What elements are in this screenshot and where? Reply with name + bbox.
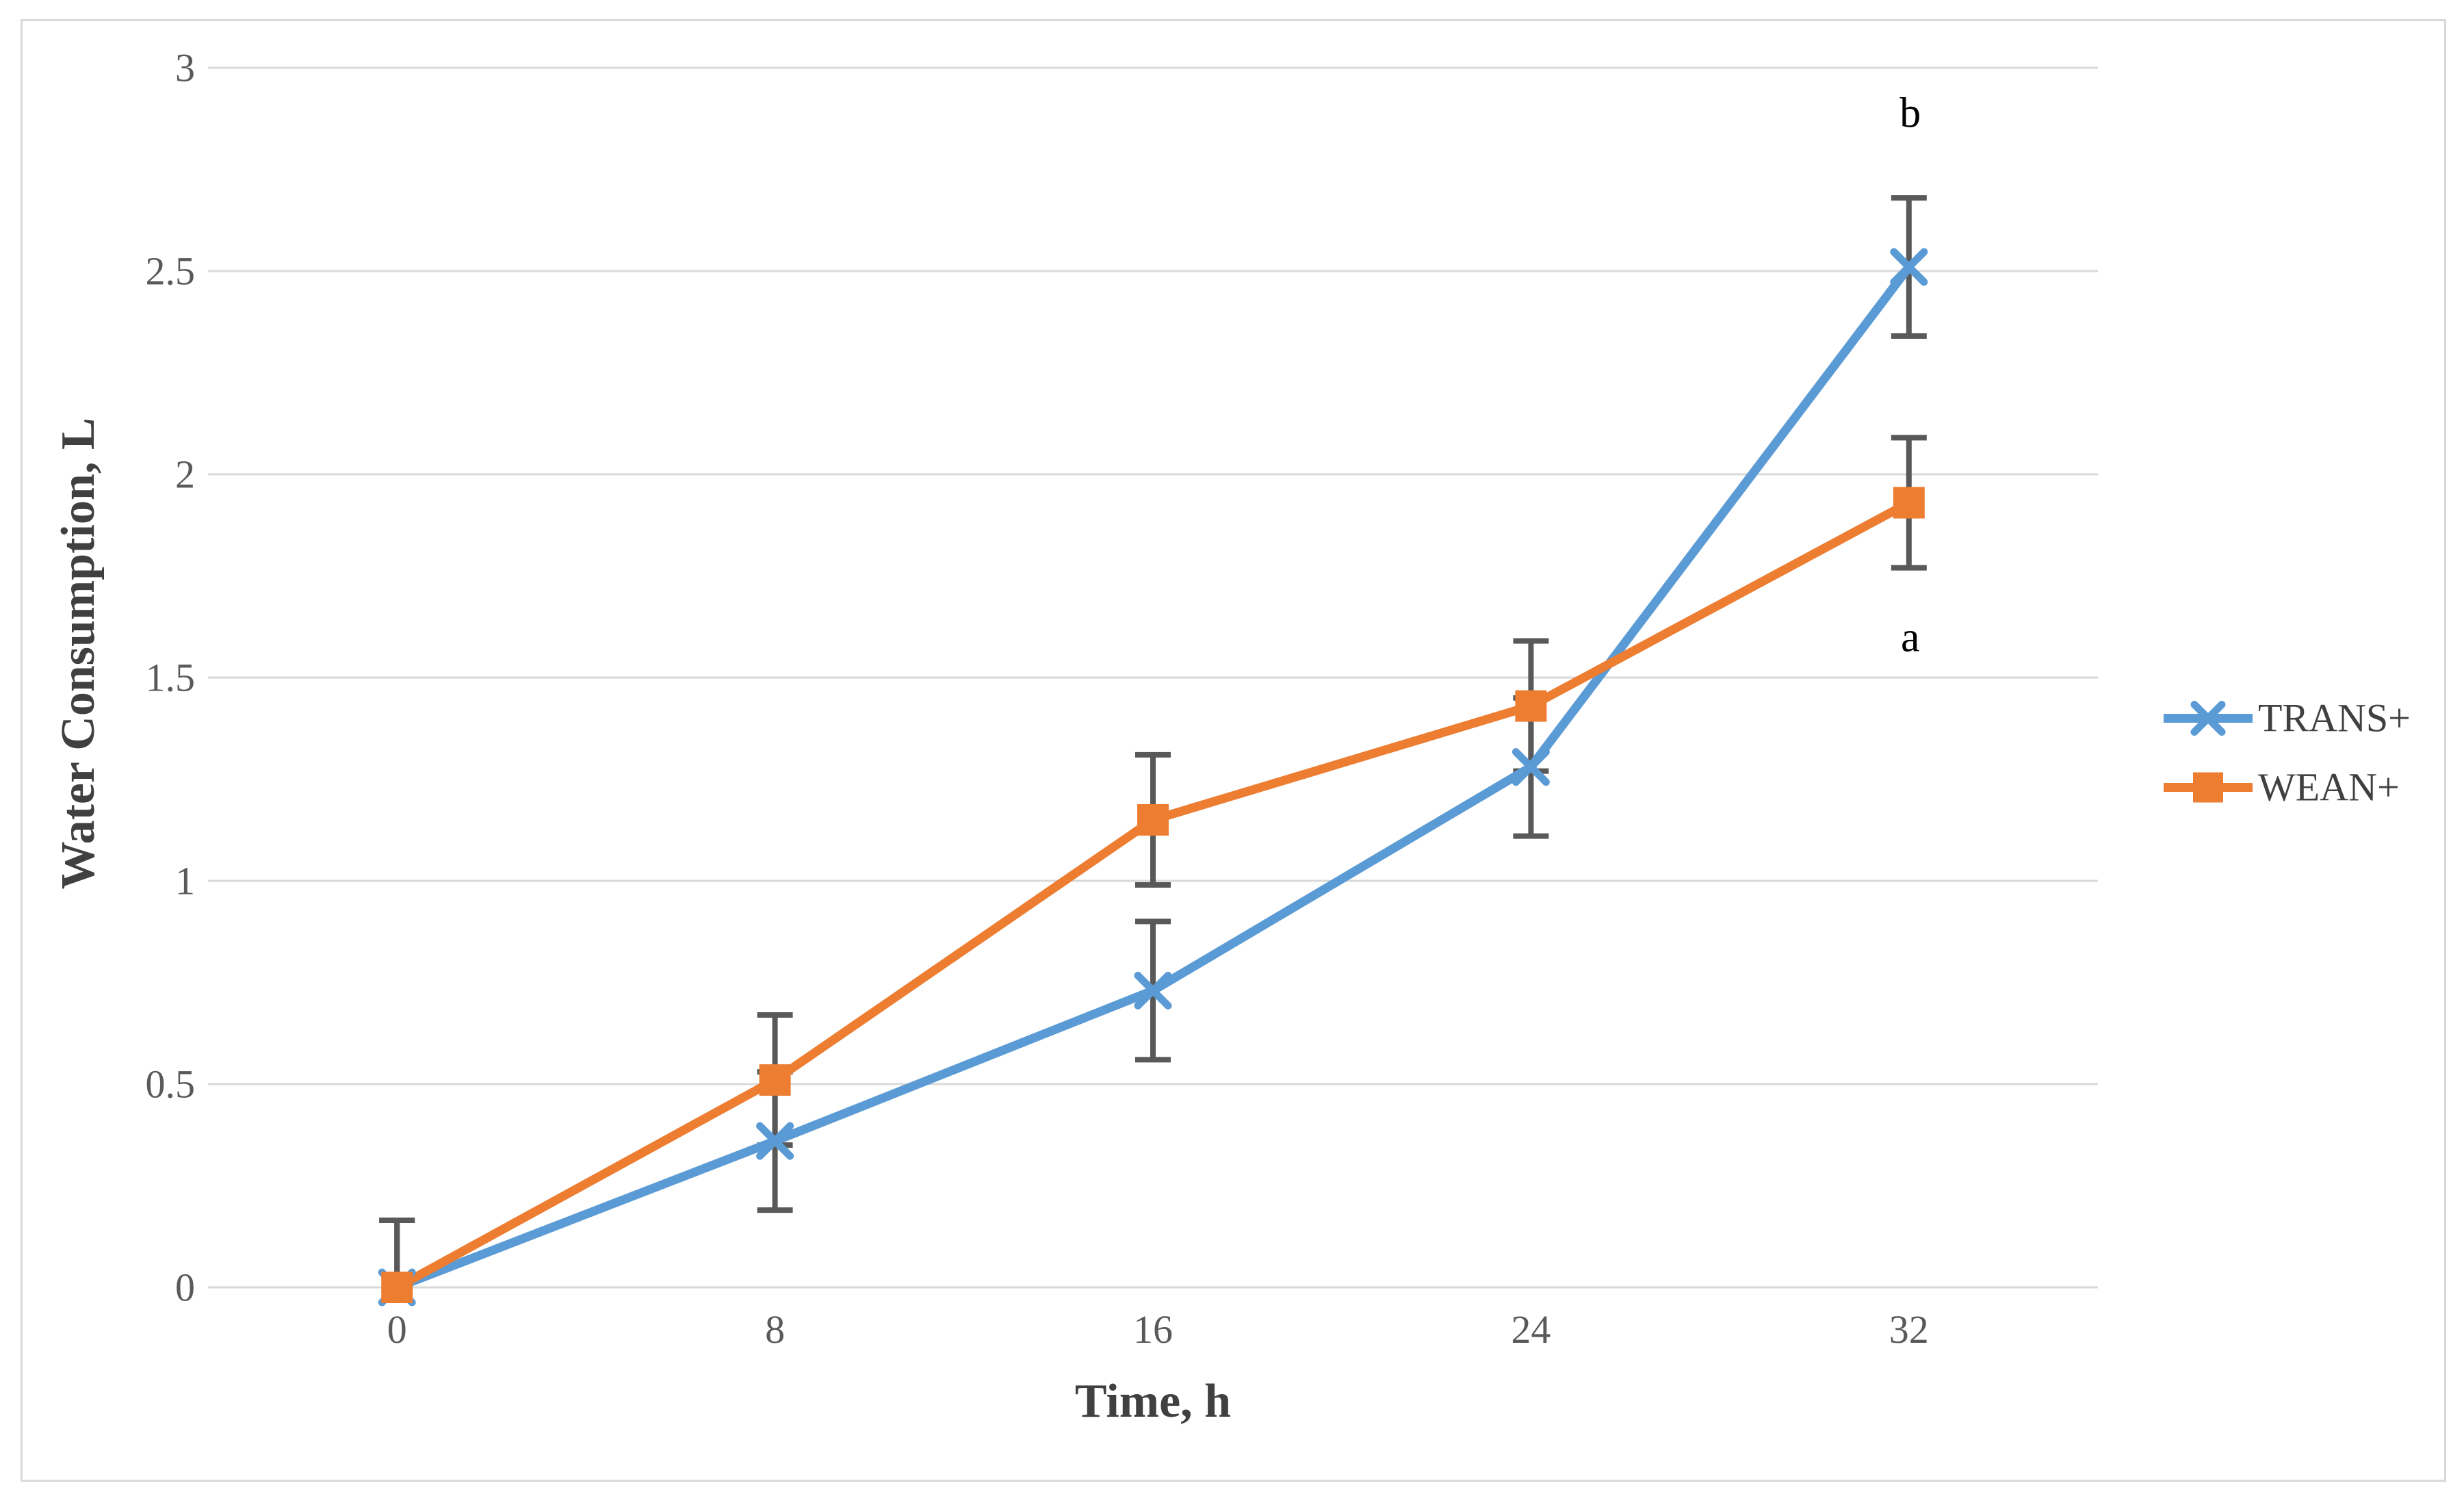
marker-square-WEAN+	[1515, 690, 1547, 722]
marker-x-TRANS+	[1134, 971, 1172, 1009]
marker-x-TRANS+	[756, 1122, 794, 1160]
y-tick-label: 2.5	[146, 249, 196, 294]
chart-area-border	[21, 19, 2446, 1482]
legend-entry-trans[interactable]: TRANS+	[2162, 695, 2411, 741]
marker-x-TRANS+	[1890, 248, 1928, 286]
y-tick-label: 1.5	[146, 656, 196, 700]
x-tick-label: 16	[1133, 1307, 1173, 1352]
y-tick-label: 2	[175, 452, 195, 497]
annotation-b: b	[1899, 90, 1921, 136]
marker-x-TRANS+	[1512, 748, 1550, 786]
x-tick-label: 24	[1511, 1307, 1551, 1352]
wean-series-legend-marker-icon	[2164, 772, 2253, 802]
x-tick-label: 0	[387, 1307, 407, 1352]
x-tick-label: 8	[765, 1307, 785, 1352]
x-tick-label: 32	[1889, 1307, 1929, 1352]
y-tick-label: 0	[175, 1265, 195, 1310]
marker-square-WEAN+	[381, 1272, 413, 1303]
annotation-a: a	[1901, 615, 1920, 661]
marker-square-WEAN+	[1893, 487, 1925, 519]
y-axis-title: Water Consumption, L	[52, 417, 105, 890]
y-tick-label: 1	[175, 859, 195, 903]
legend-label-trans: TRANS+	[2258, 695, 2411, 741]
marker-square-WEAN+	[1137, 803, 1169, 836]
x-axis-title: Time, h	[1074, 1375, 1232, 1428]
legend-entry-wean[interactable]: WEAN+	[2162, 764, 2400, 810]
y-tick-label: 3	[175, 46, 195, 90]
trans-series-legend-marker-icon	[2164, 700, 2253, 736]
y-tick-label: 0.5	[146, 1062, 196, 1107]
marker-square-WEAN+	[759, 1064, 791, 1096]
series-line-WEAN+	[395, 498, 1911, 1291]
legend-label-wean: WEAN+	[2258, 764, 2400, 810]
